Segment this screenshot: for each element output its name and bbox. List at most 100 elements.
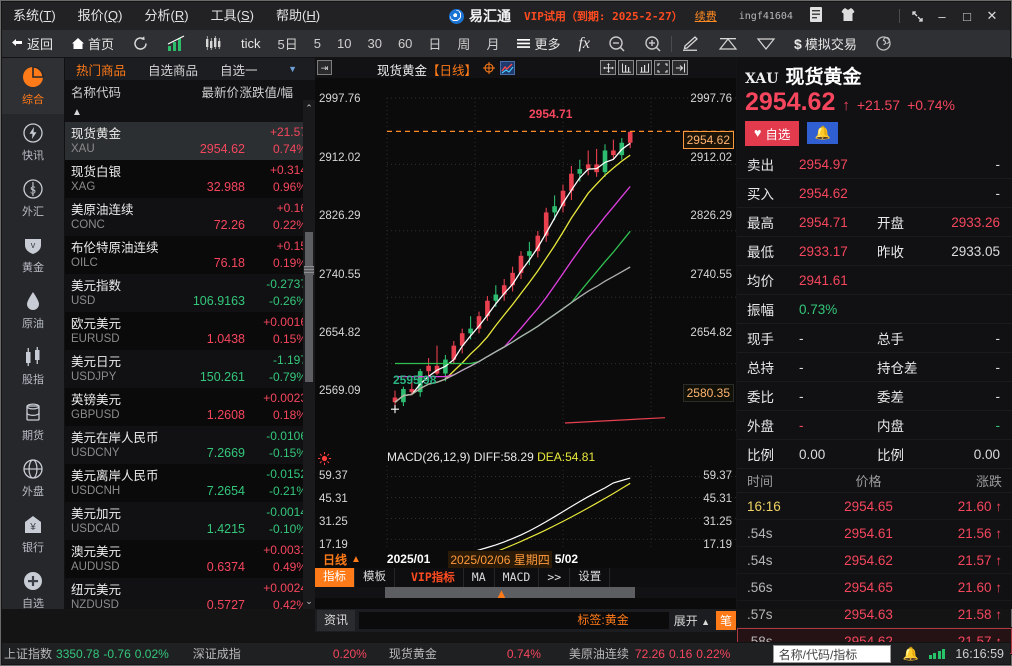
index1-name[interactable]: 上证指数 (4, 647, 53, 661)
expand-button[interactable]: 展开 ▲ (673, 614, 710, 628)
sidebar-item-watchlist[interactable]: 自选 (2, 562, 64, 618)
sort-indicator-row[interactable]: ▲ (65, 102, 315, 122)
period-month-button[interactable]: 月 (486, 37, 500, 52)
tick-bars-button[interactable] (195, 30, 232, 58)
spiral-button[interactable] (866, 30, 901, 58)
tab-hot-products[interactable]: 热门商品 (76, 63, 127, 78)
watchlist-row[interactable]: 英镑美元 +0.0023 GBPUSD 1.2608 0.18% (65, 388, 315, 426)
sidebar-item-news[interactable]: 快讯 (2, 114, 64, 170)
tick-period-button[interactable]: tick (241, 36, 261, 51)
menu-item-help[interactable]: 帮助(H) (275, 8, 321, 23)
sidebar-item-stock-index[interactable]: 股指 (2, 338, 64, 394)
chart-period-label[interactable]: 日线 (323, 552, 348, 567)
sidebar-item-overseas[interactable]: 外盘 (2, 450, 64, 506)
price-chart[interactable]: 2997.76 2997.76 2912.02 2912.02 2826.29 … (315, 78, 736, 448)
line-chart-icon[interactable] (500, 61, 515, 75)
shirt-icon[interactable] (840, 7, 856, 26)
period-5day-button[interactable]: 5日 (277, 37, 298, 52)
expand-up-icon[interactable]: ▲ (495, 586, 508, 601)
zoom-out-button[interactable] (599, 30, 635, 58)
sidebar-item-bank[interactable]: ¥ 银行 (2, 506, 64, 562)
watchlist-row[interactable]: 欧元美元 +0.0016 EURUSD 1.0438 0.15% (65, 312, 315, 350)
triangle-up-button[interactable] (709, 30, 747, 58)
bell-icon[interactable]: 🔔 (902, 645, 919, 661)
draw-line-button[interactable] (672, 30, 709, 58)
bar-chart-button[interactable] (158, 30, 195, 58)
period-10min-button[interactable]: 10 (337, 36, 352, 51)
menu-item-system[interactable]: 系统(T) (13, 8, 56, 23)
sim-trade-button[interactable]: $ 模拟交易 (794, 35, 857, 53)
watchlist-row[interactable]: 现货白银 +0.314 XAG 32.988 0.96% (65, 160, 315, 198)
news-ticker[interactable]: 标签:黄金 (359, 612, 669, 629)
settings-button[interactable]: 设置 (570, 568, 611, 587)
back-button[interactable]: 返回 (2, 30, 62, 58)
pen-icon[interactable]: 笔 (715, 611, 736, 630)
close-button[interactable]: ✕ (986, 8, 998, 23)
watchlist-row[interactable]: 美元日元 -1.197 USDJPY 150.261 -0.79% (65, 350, 315, 388)
sidebar-item-forex[interactable]: S 外汇 (2, 170, 64, 226)
sidebar-item-gold[interactable]: v 黄金 (2, 226, 64, 282)
watchlist-row[interactable]: 美元在岸人民币 -0.0106 USDCNY 7.2669 -0.15% (65, 426, 315, 464)
watchlist-scrollbar[interactable]: ⌃ ⌄ (303, 100, 315, 609)
period-week-button[interactable]: 周 (457, 37, 471, 52)
minimize-button[interactable]: – (938, 8, 946, 24)
period-day-button[interactable]: 日 (428, 37, 442, 52)
watchlist-row[interactable]: 美元离岸人民币 -0.0152 USDCNH 7.2654 -0.21% (65, 464, 315, 502)
scrollbar-thumb[interactable] (385, 587, 635, 598)
sidebar-item-comprehensive[interactable]: 综合 (2, 58, 64, 114)
period-30min-button[interactable]: 30 (367, 36, 382, 51)
move-icon[interactable] (600, 60, 616, 75)
collapse-left-icon[interactable]: ⇥ (317, 60, 332, 75)
macd-sun-icon[interactable] (318, 452, 331, 468)
sidebar-item-futures[interactable]: 期货 (2, 394, 64, 450)
column-header-change[interactable]: 涨跌值/幅 (239, 85, 293, 100)
watchlist-row[interactable]: 现货黄金 +21.57 XAU 2954.62 0.74% (65, 122, 315, 160)
scrollbar-thumb[interactable] (305, 232, 313, 382)
chevron-down-icon[interactable]: ▼ (288, 64, 297, 74)
vip-indicator-button[interactable]: VIP指标 (403, 568, 464, 587)
maximize-button[interactable]: □ (963, 8, 971, 24)
scrollbar-grip[interactable] (304, 266, 314, 275)
watchlist-row[interactable]: 美原油连续 +0.16 CONC 72.26 0.22% (65, 198, 315, 236)
column-header-price[interactable]: 最新价 (201, 85, 239, 100)
template-button[interactable]: 模板 (355, 568, 395, 587)
sidebar-item-crude-oil[interactable]: 原油 (2, 282, 64, 338)
price-alert-button[interactable]: 🔔 (807, 122, 838, 144)
add-favorite-button[interactable]: ♥ 自选 (745, 120, 800, 146)
watchlist-row[interactable]: 澳元美元 +0.0031 AUDUSD 0.6374 0.49% (65, 540, 315, 578)
scroll-down-icon[interactable]: ⌄ (305, 596, 313, 606)
align-right-icon[interactable] (636, 60, 652, 75)
align-left-icon[interactable] (618, 60, 634, 75)
ma-button[interactable]: MA (464, 568, 495, 587)
watchlist-row[interactable]: 布伦特原油连续 +0.15 OILC 76.18 0.19% (65, 236, 315, 274)
menu-item-quotes[interactable]: 报价(Q) (77, 8, 123, 23)
restore-button[interactable] (905, 3, 929, 29)
more-indicators-button[interactable]: >> (539, 568, 571, 587)
search-input[interactable]: 名称/代码/指标 (772, 644, 891, 663)
tab-custom-one[interactable]: 自选一 (220, 63, 258, 78)
renew-link[interactable]: 续费 (694, 11, 717, 23)
formula-button[interactable]: fx (578, 34, 591, 52)
menu-item-analysis[interactable]: 分析(R) (144, 8, 189, 23)
period-60min-button[interactable]: 60 (397, 36, 413, 51)
zoom-in-button[interactable] (635, 30, 671, 58)
period-5min-button[interactable]: 5 (313, 36, 321, 51)
shift-right-icon[interactable] (672, 60, 688, 75)
watchlist-row[interactable]: 纽元美元 +0.0024 NZDUSD 0.5727 0.42% (65, 578, 315, 616)
more-button[interactable]: 更多 (507, 30, 569, 58)
indicator-button[interactable]: 指标 (315, 568, 355, 587)
scroll-up-icon[interactable]: ⌃ (305, 103, 313, 113)
column-header-name[interactable]: 名称代码 (71, 85, 122, 100)
tab-custom-products[interactable]: 自选商品 (148, 63, 199, 78)
item1-name[interactable]: 现货黄金 (388, 647, 437, 661)
news-tab-button[interactable]: 资讯 (317, 610, 356, 631)
home-button[interactable]: 首页 (62, 30, 123, 58)
chart-horizontal-scrollbar[interactable]: ▲ (315, 586, 736, 601)
watchlist-row[interactable]: 美元指数 -0.2737 USD 106.9163 -0.26% (65, 274, 315, 312)
refresh-button[interactable] (123, 30, 158, 58)
item2-name[interactable]: 美原油连续 (568, 647, 629, 661)
macd-button[interactable]: MACD (495, 568, 540, 587)
menu-item-tools[interactable]: 工具(S) (210, 8, 254, 23)
triangle-down-button[interactable] (747, 30, 785, 58)
notes-icon[interactable] (808, 6, 825, 26)
